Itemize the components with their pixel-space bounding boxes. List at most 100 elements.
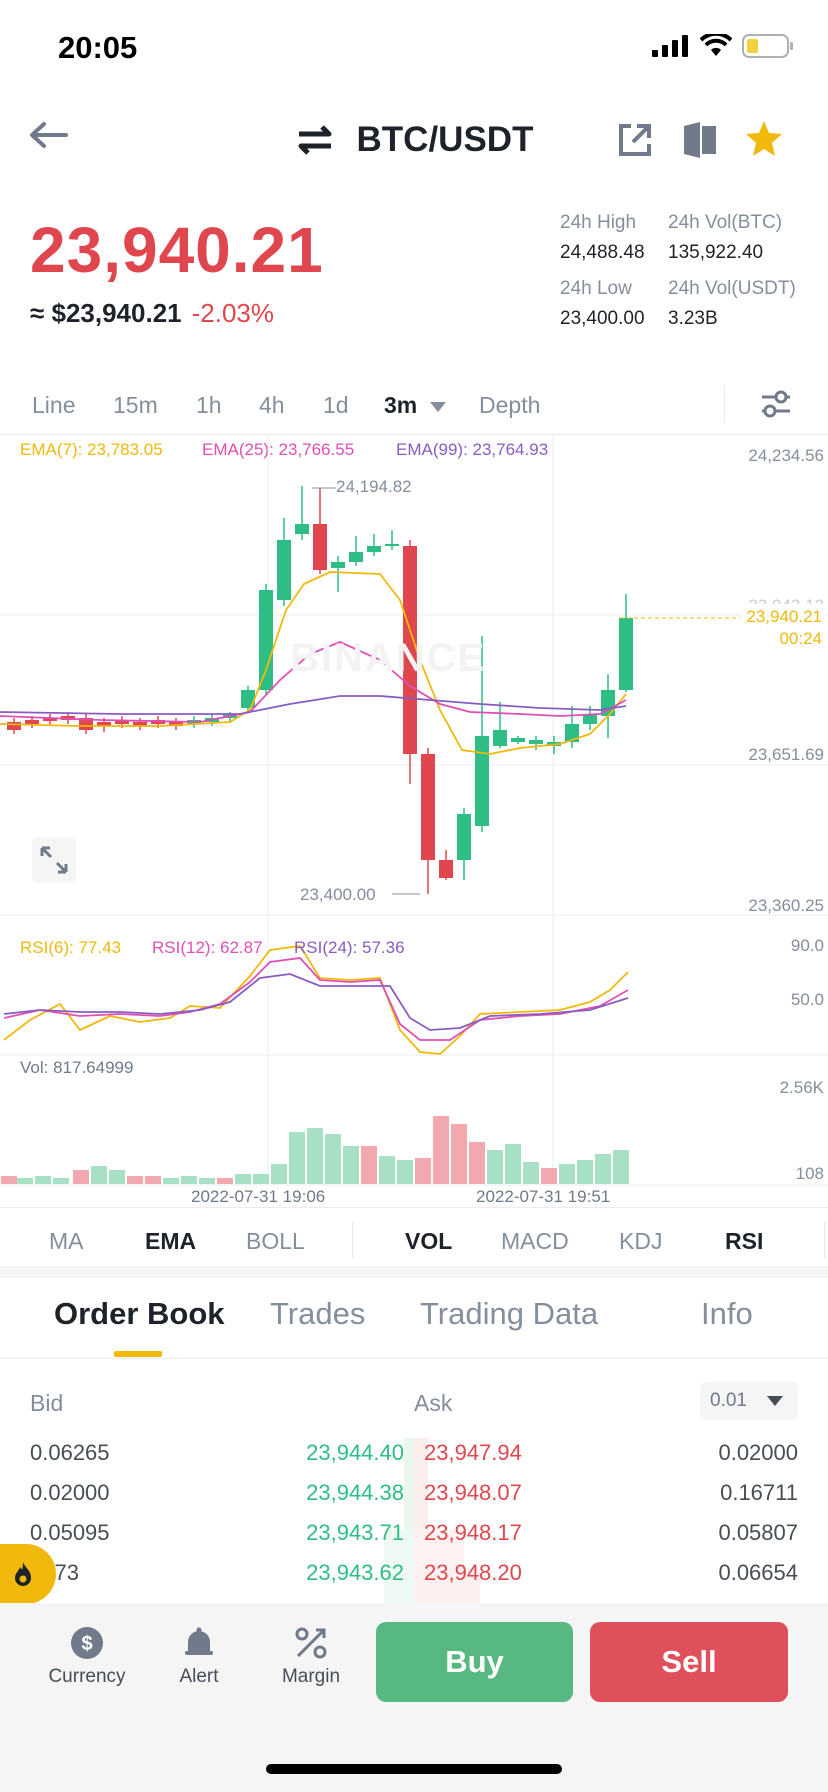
bid-qty[interactable]: 0.02000	[30, 1480, 110, 1505]
ask-qty[interactable]: 0.05807	[718, 1520, 798, 1545]
bid-price[interactable]: 23,943.62	[306, 1560, 404, 1585]
ema25-line	[0, 641, 627, 723]
indicator-ema[interactable]: EMA	[145, 1228, 197, 1254]
volume-bar	[541, 1168, 557, 1184]
tf-depth[interactable]: Depth	[479, 392, 541, 418]
indicator-macd[interactable]: MACD	[501, 1228, 569, 1254]
candle	[169, 718, 183, 730]
tf-line[interactable]: Line	[32, 392, 76, 418]
tab-order-book[interactable]: Order Book	[54, 1296, 225, 1331]
margin-nav[interactable]: Margin	[266, 1626, 356, 1688]
volume-bar	[35, 1176, 51, 1184]
alert-nav[interactable]: Alert	[154, 1626, 244, 1688]
candle	[601, 674, 615, 738]
precision-select[interactable]: 0.01	[700, 1382, 798, 1420]
candle	[295, 486, 309, 540]
tf-3m[interactable]: 3m	[384, 392, 446, 419]
favorite-star-icon[interactable]	[744, 120, 784, 158]
tab-trades[interactable]: Trades	[270, 1296, 366, 1331]
ask-depth-bars	[414, 1438, 484, 1603]
indicator-divider	[352, 1222, 353, 1258]
rsi6-line	[3, 945, 629, 1055]
volume-bar	[91, 1166, 107, 1184]
volume-bar	[505, 1144, 521, 1184]
orderbook-tabs-divider	[0, 1358, 828, 1359]
battery-icon	[742, 34, 793, 58]
volume-bar	[361, 1146, 377, 1184]
flame-icon	[15, 1562, 31, 1586]
fullscreen-button[interactable]	[32, 838, 76, 882]
bid-qty[interactable]: 0.05095	[30, 1520, 110, 1545]
candle	[133, 718, 147, 730]
volume-bar	[469, 1142, 485, 1184]
indicator-ma[interactable]: MA	[49, 1228, 84, 1254]
bid-price[interactable]: 23,944.40	[306, 1440, 404, 1465]
ask-qty[interactable]: 0.02000	[718, 1440, 798, 1465]
rsi6-legend: RSI(6): 77.43	[20, 938, 122, 957]
chart-bottom-divider	[0, 1207, 828, 1208]
24h-vol-btc-label: 24h Vol(BTC)	[668, 212, 783, 233]
ask-price[interactable]: 23,948.20	[424, 1560, 522, 1585]
bid-header: Bid	[30, 1390, 64, 1416]
candle	[565, 706, 579, 748]
ask-qty[interactable]: 0.16711	[720, 1480, 798, 1505]
volume-bar	[145, 1176, 161, 1184]
tab-info[interactable]: Info	[701, 1296, 753, 1331]
volume-bar	[17, 1178, 33, 1184]
24h-high-label: 24h High	[560, 212, 637, 233]
buy-button[interactable]: Buy	[376, 1622, 573, 1702]
pair-title[interactable]: BTC/USDT	[0, 118, 828, 160]
candlestick-chart[interactable]	[0, 430, 828, 1230]
ask-qty[interactable]: 0.06654	[718, 1560, 798, 1585]
price-axis-bottom: 23,360.25	[748, 896, 824, 915]
tf-1d[interactable]: 1d	[323, 392, 349, 418]
candle	[259, 584, 273, 694]
vol-legend: Vol: 817.64999	[20, 1058, 134, 1077]
indicator-rsi[interactable]: RSI	[725, 1228, 764, 1254]
ema99-line	[0, 695, 627, 715]
bid-price[interactable]: 23,943.71	[306, 1520, 404, 1545]
wifi-icon	[700, 34, 732, 56]
indicator-boll[interactable]: BOLL	[246, 1228, 305, 1254]
candle	[79, 714, 93, 734]
approx-usd: ≈ $23,940.21 -2.03%	[30, 298, 274, 329]
chart-settings-icon[interactable]	[760, 390, 792, 418]
tf-4h[interactable]: 4h	[259, 392, 285, 418]
volume-bar	[235, 1174, 251, 1184]
indicator-vol[interactable]: VOL	[405, 1228, 453, 1254]
bid-price[interactable]: 23,944.38	[306, 1480, 404, 1505]
chevron-down-icon	[766, 1396, 783, 1406]
sell-button[interactable]: Sell	[590, 1622, 788, 1702]
candle	[7, 718, 21, 734]
ask-price[interactable]: 23,948.07	[424, 1480, 522, 1505]
current-price-tag: 23,940.21 00:24	[742, 604, 826, 652]
share-icon[interactable]	[617, 122, 653, 158]
rsi24-legend: RSI(24): 57.36	[294, 938, 405, 957]
binance-watermark: BINANCE	[290, 636, 487, 680]
candle	[439, 850, 453, 880]
volume-bar	[595, 1154, 611, 1184]
ask-price[interactable]: 23,948.17	[424, 1520, 522, 1545]
volume-bar	[253, 1174, 269, 1184]
rsi12-line	[3, 957, 629, 1041]
tf-15m[interactable]: 15m	[113, 392, 158, 418]
bid-depth-bars	[374, 1438, 414, 1603]
high-annotation: 24,194.82	[336, 477, 412, 496]
ask-price[interactable]: 23,947.94	[424, 1440, 522, 1465]
candle-countdown: 00:24	[779, 629, 822, 648]
hot-topics-button[interactable]	[0, 1544, 56, 1604]
tab-trading-data[interactable]: Trading Data	[420, 1296, 599, 1331]
compare-chart-icon[interactable]	[682, 120, 718, 160]
currency-nav[interactable]: $ Currency	[42, 1626, 132, 1688]
status-time: 20:05	[58, 30, 138, 65]
swap-arrows-icon[interactable]	[295, 124, 335, 155]
indicator-kdj[interactable]: KDJ	[619, 1228, 663, 1254]
24h-high-value: 24,488.48	[560, 242, 645, 263]
ema7-line	[0, 571, 627, 755]
volume-bar	[559, 1164, 575, 1184]
back-arrow-icon[interactable]	[28, 120, 68, 150]
volume-bar	[613, 1150, 629, 1184]
bid-qty[interactable]: 0.06265	[30, 1440, 110, 1465]
tf-3m-label: 3m	[384, 392, 418, 418]
tf-1h[interactable]: 1h	[196, 392, 222, 418]
